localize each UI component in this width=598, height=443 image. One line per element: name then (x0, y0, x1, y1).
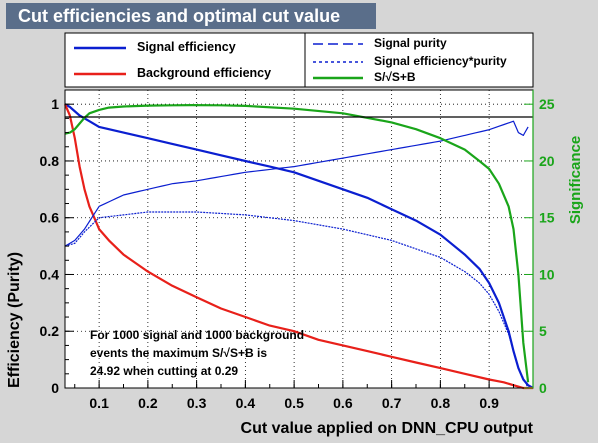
y-tick-label: 0.6 (40, 210, 60, 226)
legend-label-signal-eff: Signal efficiency (137, 40, 236, 54)
series-line-background-efficiency (63, 103, 533, 390)
x-tick-label: 0.8 (431, 395, 451, 411)
x-tick-label: 0.4 (236, 395, 256, 411)
y-axis-label: Efficiency (Purity) (6, 252, 23, 388)
y2-tick-label: 20 (539, 153, 555, 169)
y2-tick-label: 10 (539, 266, 555, 282)
note-line-3: 24.92 when cutting at 0.29 (90, 364, 239, 378)
y-tick-label: 0.8 (40, 153, 60, 169)
x-tick-label: 0.9 (479, 395, 499, 411)
y-tick-label: 0.4 (40, 266, 60, 282)
x-tick-label: 0.2 (138, 395, 158, 411)
y2-axis-label: Significance (567, 136, 584, 224)
legend-box-left (64, 32, 306, 88)
legend-label-background-eff: Background efficiency (137, 66, 272, 80)
x-tick-label: 0.6 (333, 395, 353, 411)
grid-lines (65, 90, 533, 388)
legend-label-significance: S/√S+B (374, 70, 416, 84)
y2-tick-label: 0 (539, 380, 547, 396)
chart-title: Cut efficiencies and optimal cut value (6, 3, 376, 29)
legend-label-purity: Signal purity (374, 36, 447, 50)
legend-label-eff-purity: Signal efficiency*purity (374, 54, 507, 68)
x-tick-label: 0.7 (382, 395, 402, 411)
curves (63, 103, 534, 390)
note-line-2: events the maximum S/√S+B is (90, 346, 267, 360)
axes: 0.1 0.2 0.3 0.4 0.5 0.6 0.7 0.8 0.9 0 0.2 0.4 0.6 0.8… (40, 90, 555, 411)
y-tick-label: 0 (51, 380, 59, 396)
y-tick-label: 1 (51, 96, 59, 112)
note-line-1: For 1000 signal and 1000 background (90, 328, 305, 342)
x-tick-label: 0.5 (284, 395, 304, 411)
series-line-signal-purity (64, 120, 529, 247)
x-axis-label: Cut value applied on DNN_CPU output (241, 420, 534, 437)
x-tick-label: 0.1 (89, 395, 109, 411)
y-tick-label: 0.2 (40, 323, 60, 339)
y2-tick-label: 15 (539, 210, 555, 226)
series-line-s-s-b (64, 103, 530, 383)
plot-area (65, 90, 533, 388)
x-tick-label: 0.3 (187, 395, 207, 411)
y2-tick-label: 5 (539, 323, 547, 339)
y2-tick-label: 25 (539, 96, 555, 112)
